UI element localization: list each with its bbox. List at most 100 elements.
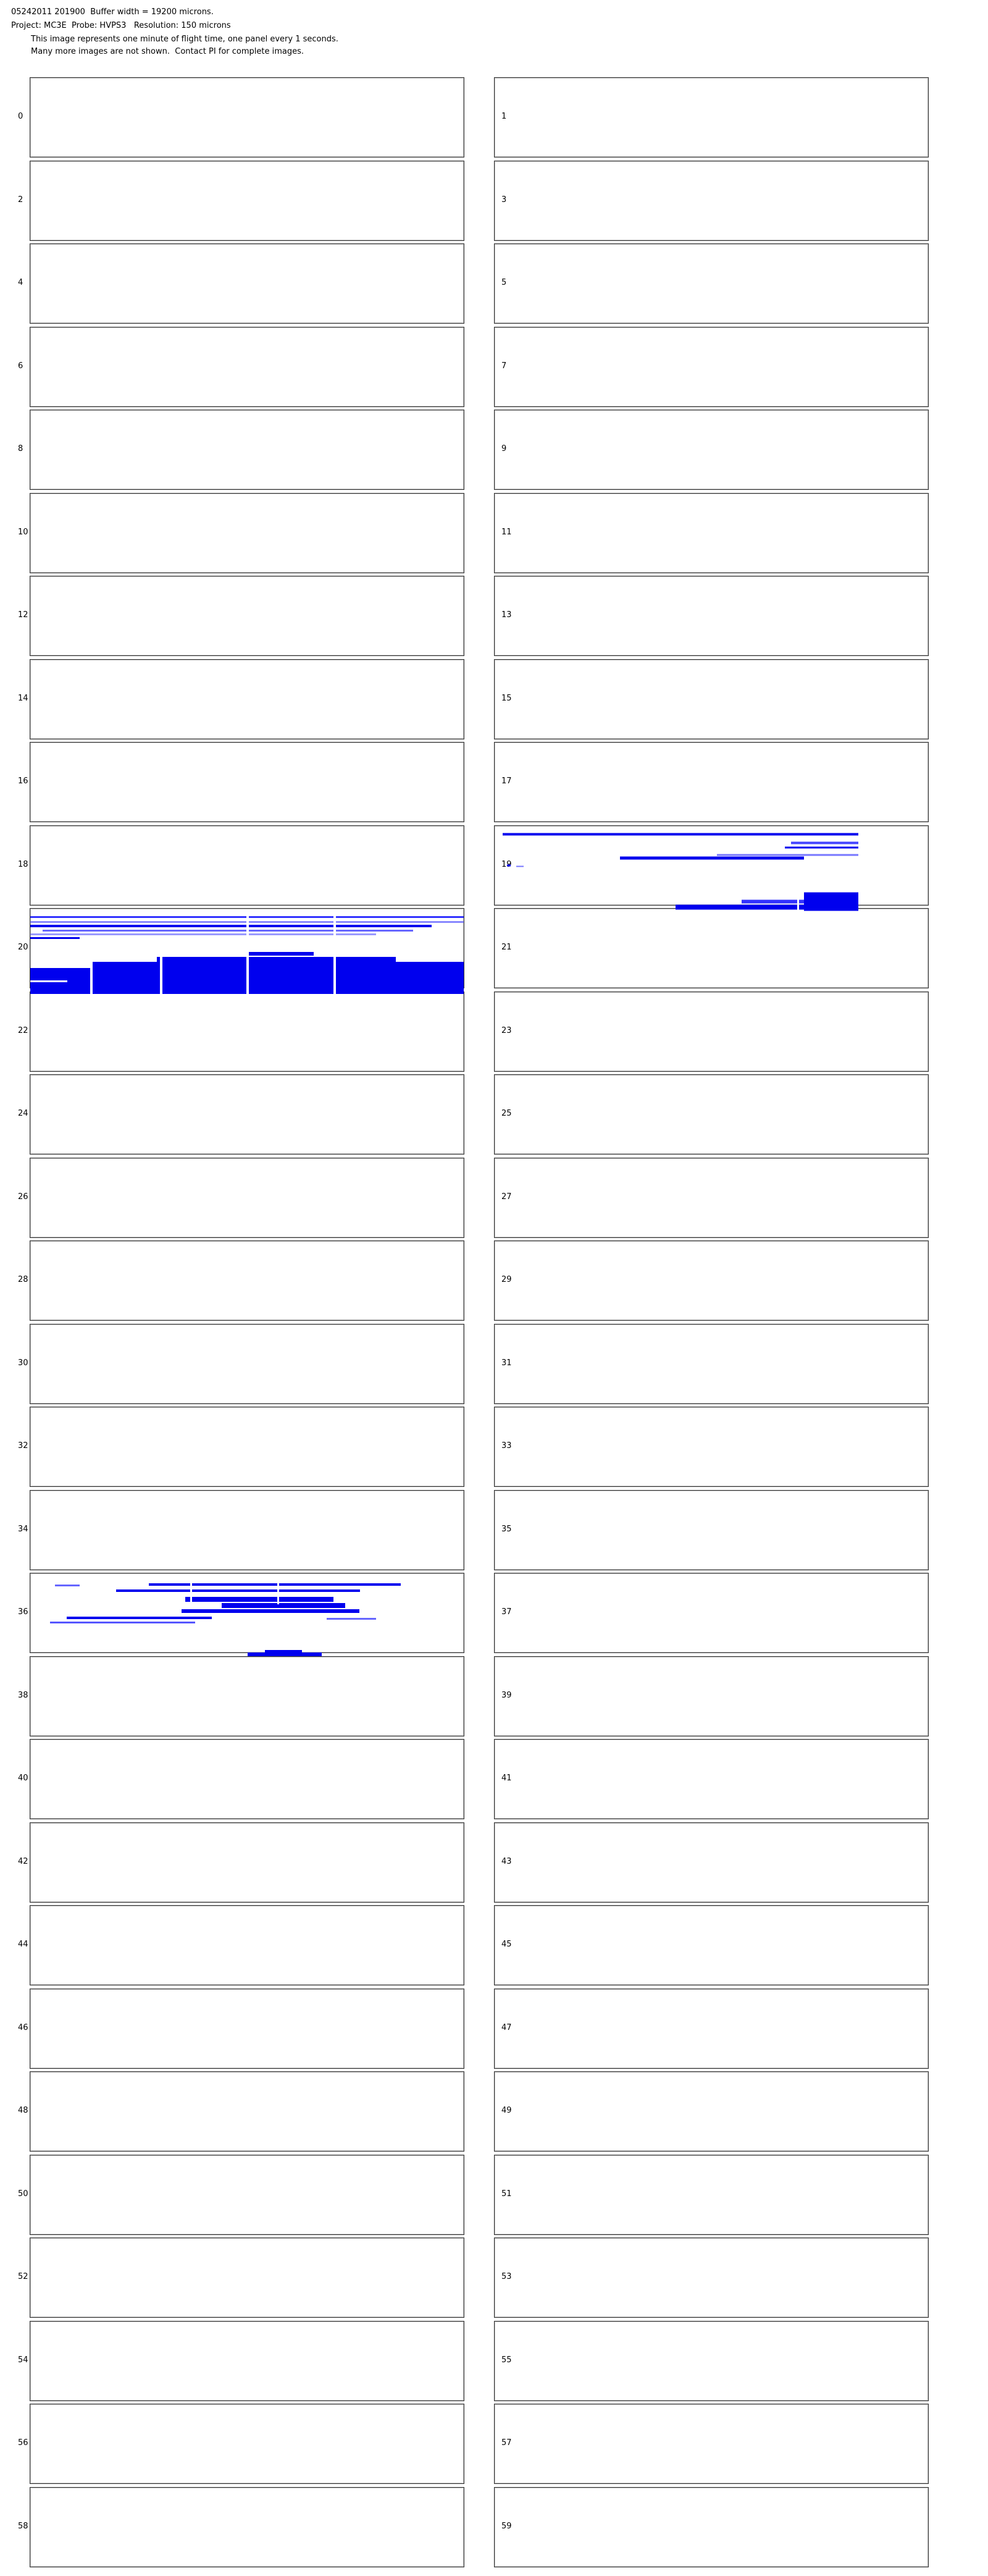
image-panel [494,1323,929,1404]
panel-label: 7 [501,361,507,371]
panel-label: 55 [501,2355,512,2365]
image-panel [30,77,464,158]
panel-label: 2 [18,195,23,204]
image-panel [494,1157,929,1238]
panel-label: 10 [18,527,28,537]
image-panel [30,2320,464,2401]
panel-label: 27 [501,1192,512,1202]
panel-label: 33 [501,1441,512,1450]
image-panel [30,1157,464,1238]
panel-label: 26 [18,1192,28,1202]
image-panel [30,1074,464,1155]
panel-label: 21 [501,943,512,952]
image-panel [494,2237,929,2318]
image-panel [494,2320,929,2401]
image-panel [30,1656,464,1736]
image-panel [494,1822,929,1903]
image-panel [494,326,929,407]
image-panel [494,1988,929,2069]
image-panel [30,2237,464,2318]
image-panel [30,2486,464,2567]
image-panel [494,991,929,1072]
panel-label: 15 [501,693,512,703]
image-panel [30,410,464,490]
panel-label: 17 [501,777,512,786]
image-panel [494,1905,929,1985]
image-panel [494,77,929,158]
image-panel [30,1905,464,1985]
image-panel [494,2486,929,2567]
image-panel [494,1489,929,1570]
panel-label: 14 [18,693,28,703]
panel-label: 6 [18,361,23,371]
panel-label: 46 [18,2022,28,2032]
panel-label: 51 [501,2189,512,2199]
image-panel [30,326,464,407]
image-panel [494,2071,929,2152]
image-panel [494,410,929,490]
panel-label: 34 [18,1524,28,1534]
image-panel [30,1407,464,1487]
header-line: This image represents one minute of flig… [31,35,338,44]
panel-label: 53 [501,2272,512,2281]
image-panel [494,1573,929,1653]
image-panel [30,1323,464,1404]
image-panel [30,1739,464,1819]
image-panel [494,742,929,822]
panel-label: 0 [18,112,23,121]
image-panel [30,1988,464,2069]
image-panel [494,659,929,739]
panel-label: 40 [18,1774,28,1783]
image-panel [494,243,929,324]
panel-label: 31 [501,1358,512,1368]
image-panel [494,160,929,241]
panel-label: 13 [501,610,512,620]
image-panel [30,2071,464,2152]
image-panel [30,1489,464,1570]
image-panel [494,1074,929,1155]
panel-label: 47 [501,2022,512,2032]
image-panel [494,1240,929,1321]
image-panel [494,2154,929,2235]
panel-label: 56 [18,2438,28,2448]
panel-label: 28 [18,1275,28,1284]
panel-label: 50 [18,2189,28,2199]
panel-label: 37 [501,1607,512,1617]
image-panel [494,2404,929,2484]
image-panel [30,2154,464,2235]
panel-label: 49 [501,2106,512,2115]
header-line: Many more images are not shown. Contact … [31,47,304,56]
image-panel [30,659,464,739]
image-panel [30,1240,464,1321]
image-panel [30,742,464,822]
panel-label: 18 [18,859,28,869]
panel-label: 16 [18,777,28,786]
panel-label: 1 [501,112,507,121]
particle-image [50,1580,401,1656]
panel-label: 48 [18,2106,28,2115]
panel-label: 43 [501,1856,512,1866]
image-panel [30,825,464,906]
panel-label: 54 [18,2355,28,2365]
panel-label: 23 [501,1025,512,1035]
image-panel [494,1656,929,1736]
image-panel [494,492,929,573]
panel-label: 5 [501,278,507,287]
panel-label: 58 [18,2521,28,2531]
image-panel [494,576,929,656]
panel-label: 45 [501,1940,512,1949]
image-panel [30,492,464,573]
panel-label: 44 [18,1940,28,1949]
panel-label: 19 [501,859,512,869]
panel-label: 30 [18,1358,28,1368]
particle-image [503,833,858,911]
panel-label: 25 [501,1109,512,1118]
image-panel [30,243,464,324]
particle-image [30,915,464,994]
panel-label: 3 [501,195,507,204]
panel-label: 59 [501,2521,512,2531]
panel-label: 42 [18,1856,28,1866]
header-line: Project: MC3E Probe: HVPS3 Resolution: 1… [11,21,231,30]
